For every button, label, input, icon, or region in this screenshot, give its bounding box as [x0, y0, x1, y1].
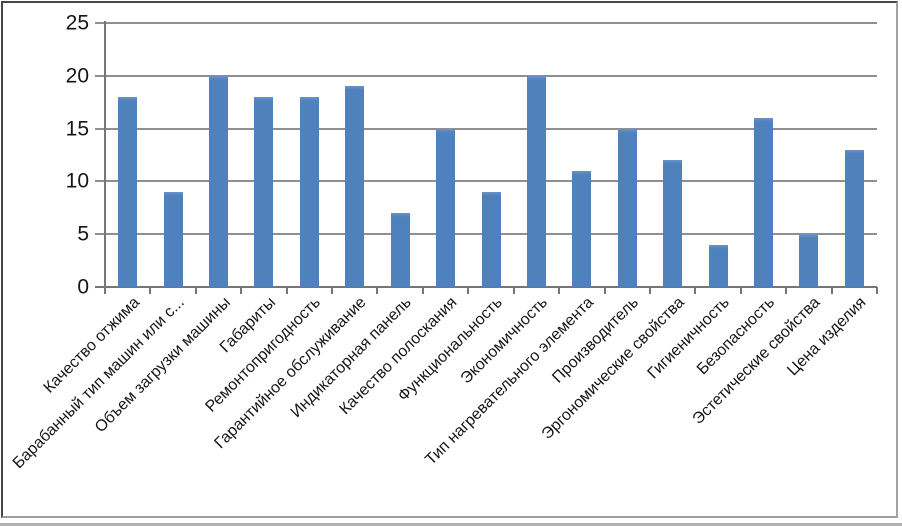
y-axis-line — [104, 21, 106, 294]
bar — [526, 75, 546, 287]
x-axis-tick — [512, 287, 515, 294]
gridline — [95, 127, 877, 130]
y-axis-tick-label: 20 — [65, 64, 89, 88]
x-axis-tick — [694, 287, 697, 294]
bar — [753, 118, 773, 287]
bar — [254, 96, 274, 287]
bar — [163, 191, 183, 287]
bar — [299, 96, 319, 287]
x-axis-tick — [376, 287, 379, 294]
y-axis-tick-label: 5 — [77, 222, 89, 246]
x-axis-tick — [603, 287, 606, 294]
bar — [617, 128, 637, 287]
gridline — [95, 22, 877, 24]
x-axis-tick — [331, 287, 334, 294]
x-axis-tick — [558, 287, 561, 294]
bar — [345, 86, 365, 287]
x-axis-tick — [739, 287, 742, 294]
y-axis-tick-label: 15 — [65, 117, 89, 141]
bar — [209, 75, 229, 287]
gridline — [95, 74, 877, 77]
x-axis-tick — [648, 287, 651, 294]
bar — [708, 244, 728, 287]
x-axis-category-label: Барабанный тип машин или с... — [10, 294, 189, 473]
y-axis-tick-label: 25 — [65, 11, 89, 35]
x-axis-tick — [240, 287, 243, 294]
bar — [663, 160, 683, 287]
screenshot-bottom-edge — [0, 523, 902, 526]
x-axis-tick — [830, 287, 833, 294]
x-axis-tick — [876, 287, 878, 294]
bar — [799, 234, 819, 287]
y-axis-tick-label: 0 — [77, 275, 89, 299]
bar — [436, 128, 456, 287]
x-axis-tick — [285, 287, 288, 294]
x-axis-tick — [194, 287, 197, 294]
bar — [118, 96, 138, 287]
x-axis-tick — [421, 287, 424, 294]
bar — [844, 149, 864, 287]
x-axis-category-label: Тип нагревательного элемента — [422, 294, 597, 469]
x-axis-tick — [104, 287, 106, 294]
bar — [390, 213, 410, 287]
x-axis-tick — [467, 287, 470, 294]
bar — [572, 170, 592, 287]
y-axis-tick-label: 10 — [65, 169, 89, 193]
gridline — [95, 180, 877, 183]
x-axis-tick — [149, 287, 152, 294]
bar — [481, 191, 501, 287]
x-axis-tick — [785, 287, 788, 294]
x-axis-line — [95, 286, 877, 288]
